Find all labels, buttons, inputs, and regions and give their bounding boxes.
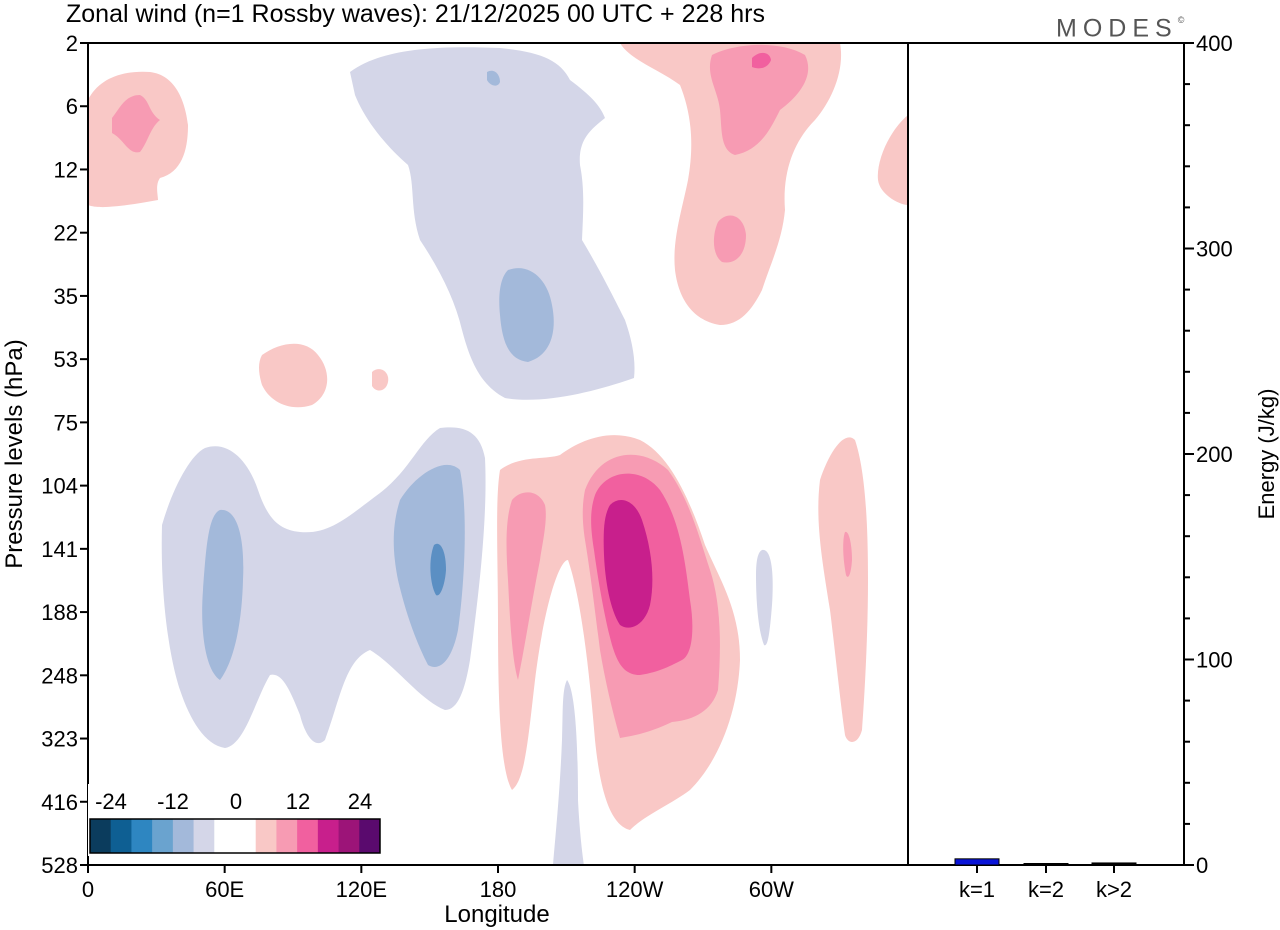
- x-tick-label: 120W: [606, 877, 664, 902]
- energy-bar-3: [1091, 862, 1137, 866]
- y-tick-label: 12: [54, 157, 78, 182]
- colorbar-swatch: [193, 819, 215, 853]
- y-tick-label: 528: [41, 853, 78, 878]
- energy-axis-label: Energy (J/kg): [1254, 389, 1279, 520]
- colorbar: -24 -12 0 12 24: [88, 784, 382, 856]
- energy-category-label: k=1: [959, 877, 995, 902]
- y-tick-label: 6: [66, 94, 78, 119]
- contour-pos-lower-east: [818, 437, 868, 742]
- x-tick-label: 180: [480, 877, 517, 902]
- chart-title: Zonal wind (n=1 Rossby waves): 21/12/202…: [66, 0, 765, 28]
- x-tick-label: 0: [82, 877, 94, 902]
- colorbar-swatch: [110, 819, 132, 853]
- y-tick-label: 248: [41, 663, 78, 688]
- energy-tick-label: 100: [1196, 648, 1233, 673]
- energy-tick-label: 400: [1196, 31, 1233, 56]
- contour-neg-lower-peak: [430, 543, 446, 596]
- y-tick-label: 416: [41, 790, 78, 815]
- colorbar-swatch: [255, 819, 277, 853]
- y-axis-ticks: 2 6 12 22 35 53 75 104 141 188 248 323 416 528: [41, 31, 88, 878]
- colorbar-swatch: [172, 819, 195, 853]
- colorbar-swatch: [90, 819, 112, 853]
- energy-category-label: k>2: [1096, 877, 1132, 902]
- contour-pos-edge: [877, 115, 908, 205]
- energy-bar-2: [1023, 863, 1069, 866]
- contour-neg-upper: [350, 47, 635, 400]
- contour-neg-upper-core: [499, 268, 554, 362]
- x-tick-label: 120E: [336, 877, 387, 902]
- x-axis-label: Longitude: [444, 901, 549, 928]
- y-tick-label: 323: [41, 727, 78, 752]
- brand-logo: MODES©: [1056, 14, 1185, 43]
- contour-pos-upper-right-lobe: [713, 215, 746, 263]
- x-tick-label: 60W: [749, 877, 794, 902]
- colorbar-swatch: [297, 819, 319, 853]
- colorbar-swatch: [359, 819, 381, 853]
- y-tick-label: 35: [54, 284, 78, 309]
- colorbar-label: 12: [286, 789, 310, 814]
- energy-axis-ticks: 0 100 200 300 400: [1184, 31, 1233, 878]
- contour-pos-blob-mid: [259, 343, 328, 408]
- y-tick-label: 22: [54, 221, 78, 246]
- colorbar-label: 24: [348, 789, 372, 814]
- contour-pos-lower-east-core: [843, 531, 852, 577]
- contour-neg-upper-speck: [487, 70, 500, 86]
- y-tick-label: 53: [54, 347, 78, 372]
- colorbar-label: -12: [157, 789, 189, 814]
- y-tick-label: 141: [41, 537, 78, 562]
- x-tick-label: 60E: [205, 877, 244, 902]
- y-tick-label: 104: [41, 474, 78, 499]
- colorbar-label: 0: [230, 789, 242, 814]
- y-tick-label: 2: [66, 31, 78, 56]
- contour-pos-upper-right-2: [709, 44, 809, 155]
- colorbar-label: -24: [95, 789, 127, 814]
- contour-field: [88, 43, 908, 865]
- contour-pos-upper-right-3: [752, 52, 771, 69]
- colorbar-swatch: [152, 819, 174, 853]
- y-axis-label: Pressure levels (hPa): [1, 339, 28, 568]
- energy-bar-1: [954, 858, 1000, 866]
- colorbar-swatch: [338, 819, 360, 853]
- energy-bars: k=1 k=2 k>2: [954, 858, 1137, 902]
- contour-pos-lower-main-2: [506, 492, 546, 680]
- colorbar-swatch: [235, 819, 257, 853]
- energy-tick-label: 200: [1196, 442, 1233, 467]
- contour-pos-blob-small: [372, 369, 389, 391]
- colorbar-swatch: [276, 819, 298, 853]
- colorbar-swatch: [131, 819, 153, 853]
- contour-neg-small: [756, 549, 773, 646]
- colorbar-swatch: [317, 819, 340, 853]
- energy-tick-label: 300: [1196, 237, 1233, 262]
- contour-pos-upper-left-core: [112, 95, 160, 153]
- contour-neg-stem: [553, 680, 584, 865]
- energy-tick-label: 0: [1196, 853, 1208, 878]
- contour-neg-lower-core-east: [393, 464, 465, 667]
- y-tick-label: 188: [41, 600, 78, 625]
- contour-neg-lower-core-west: [202, 509, 244, 680]
- x-axis-ticks: 0 60E 120E 180 120W 60W: [82, 865, 794, 902]
- energy-frame: [907, 42, 1185, 866]
- contour-pos-lower-main-5: [603, 500, 653, 628]
- colorbar-frame: [89, 818, 381, 854]
- energy-category-label: k=2: [1028, 877, 1064, 902]
- y-tick-label: 75: [54, 410, 78, 435]
- contour-pos-upper-right: [620, 43, 842, 325]
- colorbar-swatch: [214, 819, 236, 853]
